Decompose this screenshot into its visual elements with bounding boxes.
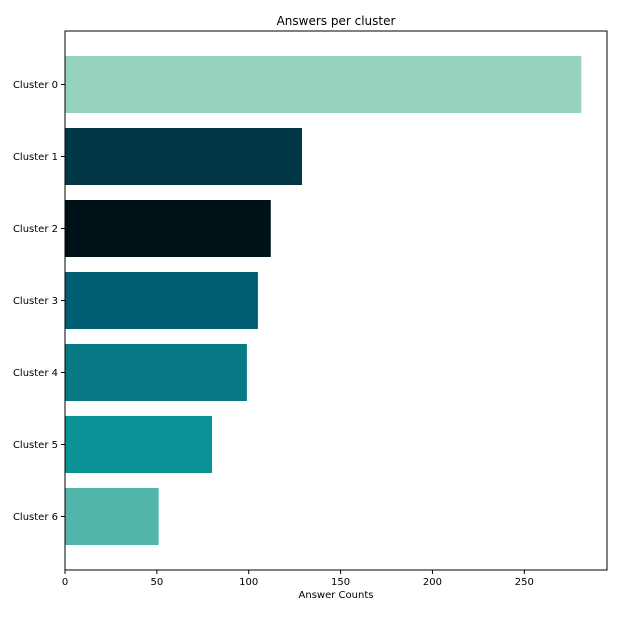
chart-title: Answers per cluster [277, 14, 396, 28]
x-tick-label: 0 [62, 577, 68, 588]
x-tick-label: 250 [515, 577, 534, 588]
y-tick-label: Cluster 2 [13, 224, 58, 235]
x-tick-label: 200 [423, 577, 442, 588]
bar-cluster-5 [65, 416, 212, 473]
y-tick-label: Cluster 5 [13, 440, 58, 451]
bar-cluster-0 [65, 56, 582, 113]
y-tick-label: Cluster 3 [13, 296, 58, 307]
x-tick-label: 50 [150, 577, 163, 588]
plot-frame [64, 30, 608, 571]
x-tick-label: 150 [331, 577, 350, 588]
bar-cluster-3 [65, 272, 258, 329]
x-axis-label: Answer Counts [299, 590, 374, 601]
y-tick-label: Cluster 6 [13, 512, 58, 523]
y-tick-label: Cluster 4 [13, 368, 58, 379]
x-tick-label: 100 [239, 577, 258, 588]
bar-cluster-1 [65, 128, 303, 185]
bar-cluster-4 [65, 344, 247, 401]
x-axis-ticks: 0 50 100 150 200 250 [62, 570, 534, 588]
bar-cluster-2 [65, 200, 271, 257]
y-tick-label: Cluster 1 [13, 152, 58, 163]
bar-cluster-6 [65, 488, 159, 545]
y-axis-ticks: Cluster 0 Cluster 1 Cluster 2 Cluster 3 Clus… [13, 80, 65, 523]
y-tick-label: Cluster 0 [13, 80, 58, 91]
bars-group [65, 56, 582, 545]
